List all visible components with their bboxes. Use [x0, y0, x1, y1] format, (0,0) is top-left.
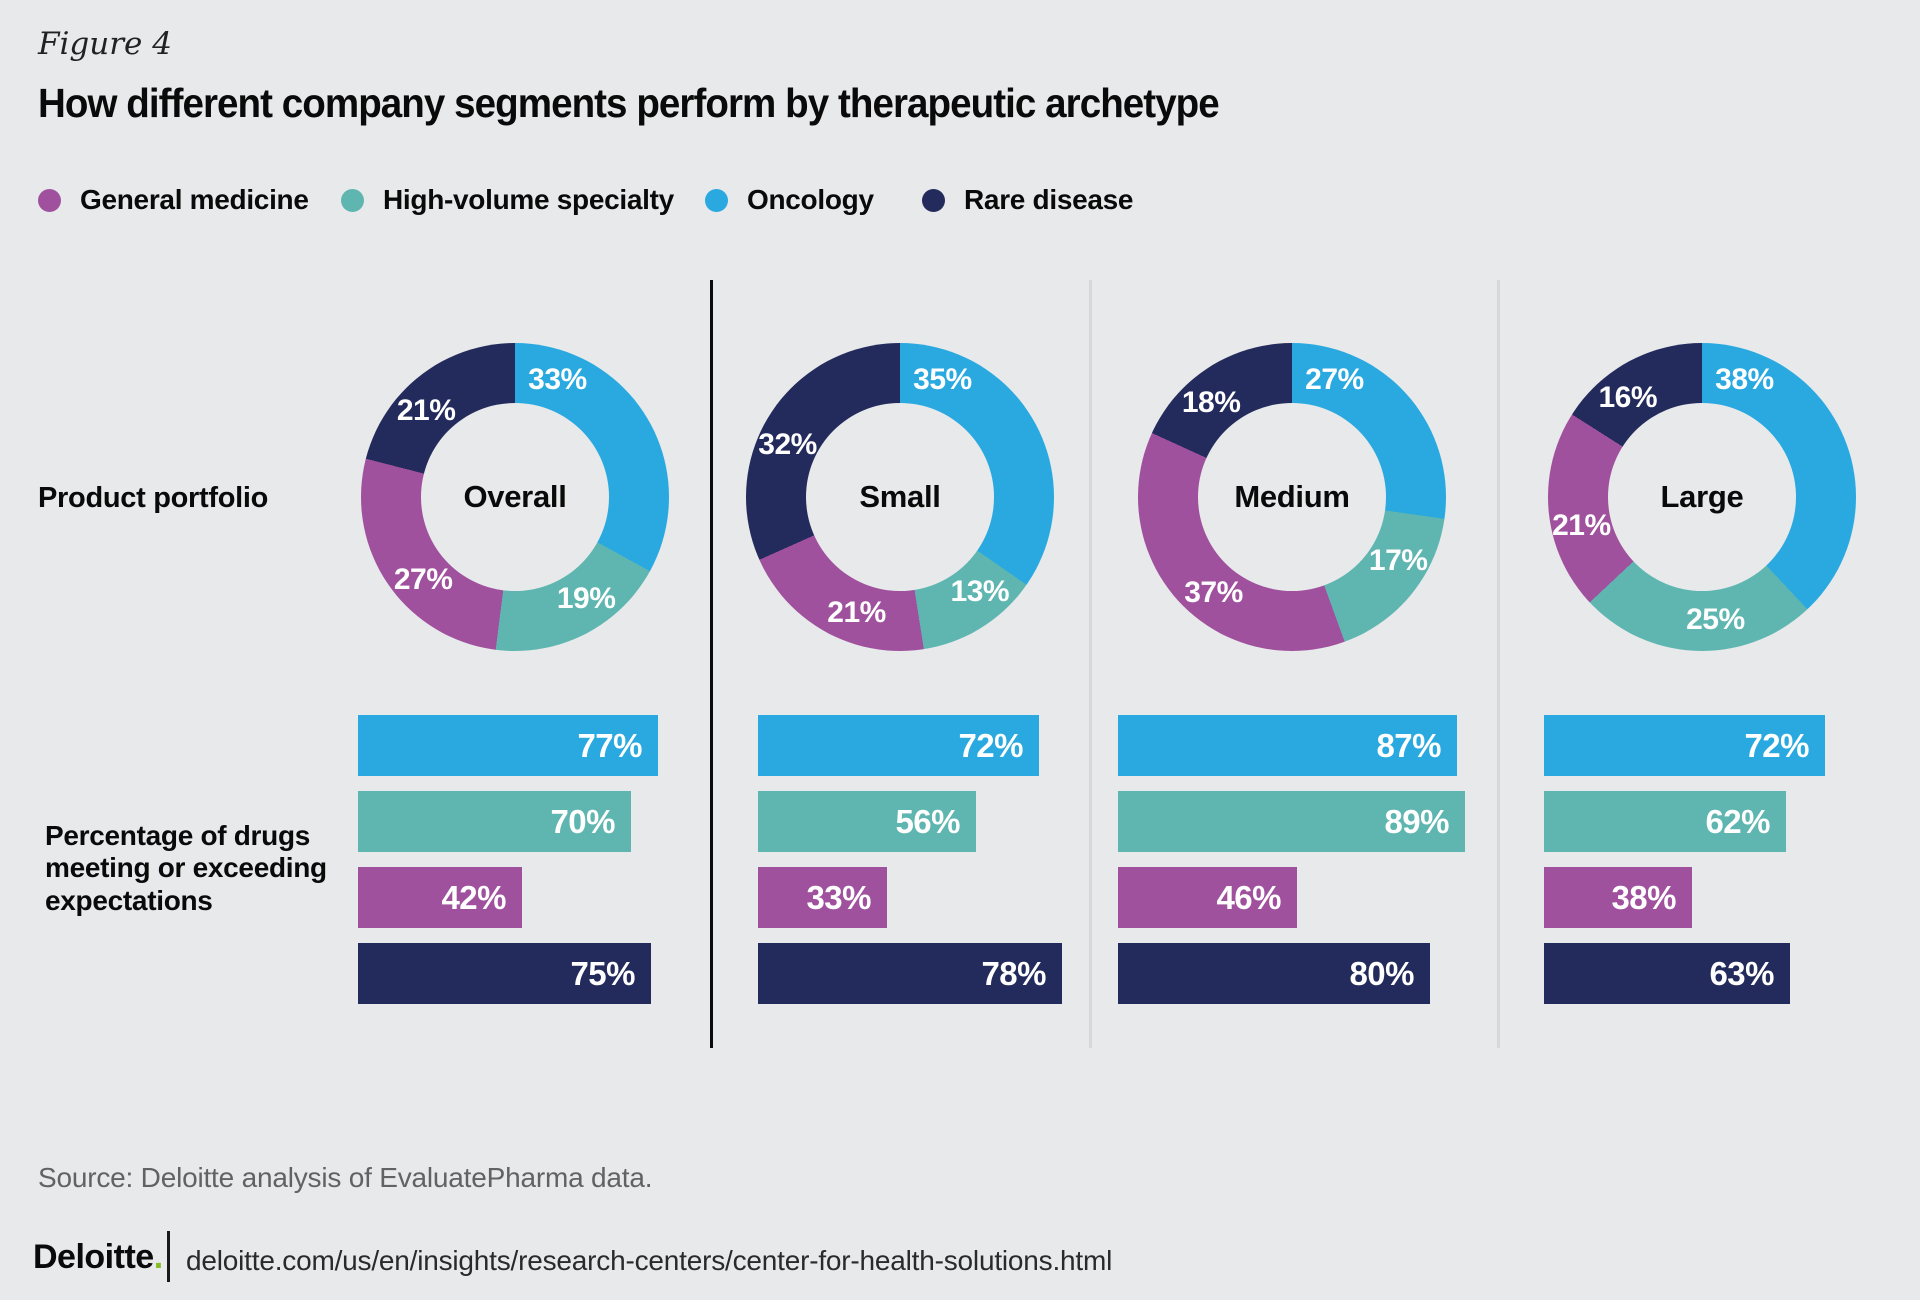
donut-value-small-general-medicine: 21% — [827, 596, 886, 630]
bar-value: 87% — [1376, 727, 1441, 764]
footer-url: deloitte.com/us/en/insights/research-cen… — [186, 1245, 1113, 1276]
legend: General medicine High-volume specialty Onc… — [0, 182, 1920, 218]
source-note: Source: Deloitte analysis of EvaluatePha… — [38, 1162, 653, 1193]
donut-center-label-small: Small — [859, 479, 941, 514]
donut-center-label-medium: Medium — [1234, 479, 1350, 514]
deloitte-logo: Deloitte. — [33, 1238, 163, 1277]
donut-value-medium-high-volume-specialty: 17% — [1368, 544, 1428, 578]
bar-large-high-volume-specialty: 62% — [1544, 791, 1786, 852]
legend-item-general-medicine: General medicine — [38, 182, 309, 218]
bar-value: 72% — [958, 727, 1023, 764]
donut-hole — [1608, 403, 1796, 591]
figure-label: Figure 4 — [38, 26, 172, 62]
donut-value-large-oncology: 38% — [1715, 363, 1774, 397]
bar-value: 80% — [1349, 955, 1414, 992]
legend-label: General medicine — [80, 184, 309, 215]
column-divider-light-1 — [1089, 280, 1092, 1048]
footer-divider — [167, 1231, 170, 1282]
donut-value-overall-general-medicine: 27% — [393, 563, 453, 597]
donut-hole — [1198, 403, 1386, 591]
legend-swatch-icon — [341, 188, 364, 212]
bar-overall-rare-disease: 75% — [358, 943, 651, 1004]
bar-large-rare-disease: 63% — [1544, 943, 1790, 1004]
donut-center-label-overall: Overall — [463, 479, 567, 514]
legend-item-rare-disease: Rare disease — [922, 182, 1133, 218]
donut-value-medium-rare-disease: 18% — [1181, 386, 1241, 420]
bar-small-oncology: 72% — [758, 715, 1039, 776]
bar-overall-oncology: 77% — [358, 715, 658, 776]
donut-overall: Overall — [361, 343, 669, 651]
donut-large: Large — [1548, 343, 1856, 651]
bar-small-high-volume-specialty: 56% — [758, 791, 976, 852]
donut-medium: Medium — [1138, 343, 1446, 651]
bar-value: 63% — [1709, 955, 1774, 992]
bar-medium-rare-disease: 80% — [1118, 943, 1430, 1004]
bar-value: 75% — [570, 955, 635, 992]
bar-overall-general-medicine: 42% — [358, 867, 522, 928]
legend-label: High-volume specialty — [383, 184, 674, 215]
bar-value: 77% — [577, 727, 642, 764]
donut-value-large-high-volume-specialty: 25% — [1686, 603, 1745, 637]
legend-swatch-icon — [705, 188, 728, 212]
legend-label: Oncology — [747, 184, 874, 215]
bar-value: 70% — [550, 803, 615, 840]
deloitte-green-dot: . — [153, 1238, 163, 1276]
bar-value: 72% — [1744, 727, 1809, 764]
bar-value: 42% — [441, 879, 506, 916]
bar-value: 38% — [1611, 879, 1676, 916]
legend-swatch-icon — [922, 188, 945, 212]
donut-value-large-general-medicine: 21% — [1552, 508, 1611, 542]
donut-value-small-rare-disease: 32% — [758, 427, 817, 461]
donut-value-overall-high-volume-specialty: 19% — [556, 581, 616, 615]
donut-hole — [806, 403, 994, 591]
bar-value: 46% — [1216, 879, 1281, 916]
row-label-product-portfolio: Product portfolio — [38, 482, 269, 514]
bar-large-general-medicine: 38% — [1544, 867, 1692, 928]
column-divider-light-2 — [1497, 280, 1500, 1048]
legend-item-high-volume-specialty: High-volume specialty — [341, 182, 674, 218]
bar-value: 78% — [981, 955, 1046, 992]
donut-value-small-oncology: 35% — [913, 363, 972, 397]
donut-center-label-large: Large — [1660, 479, 1744, 514]
bar-overall-high-volume-specialty: 70% — [358, 791, 631, 852]
donut-value-small-high-volume-specialty: 13% — [950, 574, 1010, 608]
donut-small: Small — [746, 343, 1054, 651]
chart-title: How different company segments perform b… — [38, 80, 1220, 126]
bar-value: 56% — [895, 803, 960, 840]
donut-value-large-rare-disease: 16% — [1598, 380, 1657, 414]
donut-value-overall-rare-disease: 21% — [396, 393, 456, 427]
deloitte-wordmark: Deloitte — [33, 1238, 154, 1276]
bar-medium-general-medicine: 46% — [1118, 867, 1297, 928]
legend-swatch-icon — [38, 188, 61, 212]
bar-small-general-medicine: 33% — [758, 867, 887, 928]
column-divider-dark — [710, 280, 713, 1048]
donut-value-overall-oncology: 33% — [528, 363, 587, 397]
donut-value-medium-oncology: 27% — [1305, 363, 1364, 397]
bar-medium-oncology: 87% — [1118, 715, 1457, 776]
bar-value: 62% — [1705, 803, 1770, 840]
legend-label: Rare disease — [964, 184, 1134, 215]
legend-item-oncology: Oncology — [705, 182, 874, 218]
bar-small-rare-disease: 78% — [758, 943, 1062, 1004]
bar-medium-high-volume-specialty: 89% — [1118, 791, 1465, 852]
row-label-bar-metric: Percentage of drugs meeting or exceeding… — [45, 820, 327, 916]
donut-hole — [421, 403, 609, 591]
bar-value: 33% — [806, 879, 871, 916]
bar-value: 89% — [1384, 803, 1449, 840]
donut-value-medium-general-medicine: 37% — [1184, 575, 1243, 609]
bar-large-oncology: 72% — [1544, 715, 1825, 776]
